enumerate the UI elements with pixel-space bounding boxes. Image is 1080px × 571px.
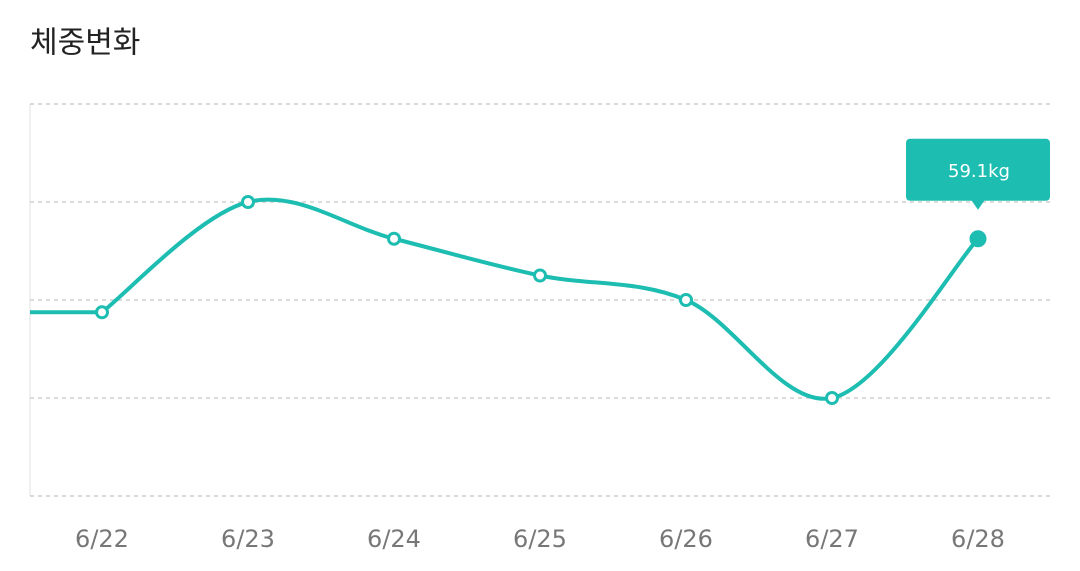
point bbox=[533, 268, 547, 283]
x-tick-label: 6/26 bbox=[659, 525, 713, 553]
chart-title: 체중변화 bbox=[30, 26, 140, 61]
tooltip bbox=[906, 138, 1050, 201]
point bbox=[679, 293, 693, 307]
point bbox=[969, 230, 987, 248]
x-tick-label: 6/28 bbox=[951, 525, 1005, 553]
x-tick-label: 6/23 bbox=[221, 525, 275, 553]
point bbox=[387, 231, 401, 246]
point bbox=[825, 391, 839, 405]
value-label: 59.1kg bbox=[948, 161, 1010, 182]
point bbox=[241, 195, 255, 209]
x-tick-label: 6/24 bbox=[367, 525, 421, 553]
x-tick-label: 6/27 bbox=[805, 525, 859, 553]
point bbox=[95, 305, 109, 320]
x-tick-label: 6/25 bbox=[513, 525, 567, 553]
x-tick-label: 6/22 bbox=[75, 525, 129, 553]
tooltip-pointer bbox=[971, 199, 985, 210]
